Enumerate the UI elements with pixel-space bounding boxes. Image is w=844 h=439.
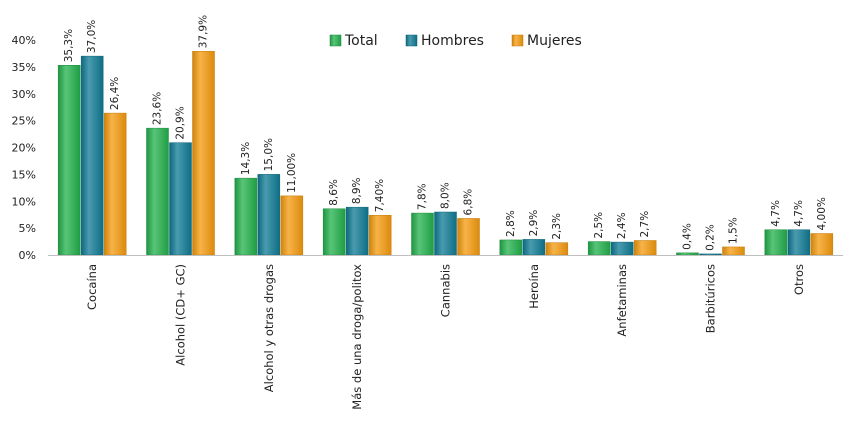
bar-hombres	[257, 174, 281, 256]
bar-hombres	[610, 241, 634, 256]
data-label: 8,0%	[440, 182, 452, 209]
data-label: 2,4%	[616, 212, 628, 239]
data-label: 4,00%	[816, 197, 828, 230]
bar-total	[764, 229, 788, 256]
data-label: 2,8%	[505, 210, 517, 237]
bar-total	[587, 241, 611, 256]
data-label: 7,8%	[417, 183, 429, 210]
bar-mujeres	[545, 242, 569, 256]
bar-hombres	[699, 253, 722, 256]
y-tick-label: 35%	[12, 61, 36, 74]
x-tick-label: Cocaína	[85, 264, 99, 310]
data-label: 2,9%	[528, 210, 540, 237]
bar-total	[57, 65, 81, 256]
x-tick-label: Más de una droga/politox	[350, 264, 364, 410]
data-label: 2,3%	[551, 213, 563, 240]
data-label: 4,7%	[770, 200, 782, 227]
bar-hombres	[80, 55, 104, 256]
bar-total	[676, 252, 699, 256]
legend-label-mujeres: Mujeres	[527, 33, 582, 49]
y-tick-label: 20%	[12, 142, 36, 155]
bar-total	[322, 208, 346, 256]
data-label: 0,4%	[682, 223, 694, 250]
x-axis: Cocaína Alcohol (CD+ GC) Alcohol y otras d…	[48, 255, 843, 410]
data-label: 6,8%	[463, 189, 475, 216]
bar-mujeres	[103, 112, 127, 256]
x-tick-label: Alcohol (CD+ GC)	[174, 264, 188, 366]
data-labels: 35,3% 37,0% 26,4% 23,6% 20,9% 37,9% 14,3% 15,0%…	[63, 15, 828, 251]
data-label: 11,00%	[286, 153, 298, 193]
data-label: 35,3%	[63, 29, 75, 62]
bar-hombres	[345, 206, 369, 256]
legend-label-total: Total	[344, 33, 378, 49]
data-label: 37,9%	[198, 15, 210, 48]
y-tick-label: 25%	[12, 115, 36, 128]
bar-total	[234, 177, 258, 256]
data-label: 15,0%	[263, 138, 275, 171]
y-tick-label: 40%	[12, 34, 36, 47]
x-tick-label: Alcohol y otras drogas	[262, 264, 276, 392]
bar-hombres	[169, 142, 192, 256]
data-label: 23,6%	[152, 92, 164, 125]
y-tick-label: 0%	[19, 249, 36, 262]
y-tick-label: 5%	[19, 222, 36, 235]
x-tick-label: Heroína	[527, 264, 541, 309]
bar-mujeres	[633, 240, 657, 256]
y-axis: 0% 5% 10% 15% 20% 25% 30% 35% 40%	[12, 34, 36, 262]
data-label: 20,9%	[175, 106, 187, 139]
legend-swatch-total	[329, 34, 342, 47]
bars	[57, 51, 834, 256]
legend-label-hombres: Hombres	[421, 33, 484, 49]
bar-total	[499, 239, 523, 256]
data-label: 4,7%	[793, 200, 805, 227]
data-label: 1,5%	[728, 217, 740, 244]
data-label: 8,9%	[351, 177, 363, 204]
bar-mujeres	[722, 246, 745, 256]
x-tick-label: Barbitúricos	[704, 264, 718, 333]
legend: Total Hombres Mujeres	[329, 33, 582, 49]
legend-swatch-hombres	[405, 34, 418, 47]
bar-hombres	[787, 229, 811, 256]
y-tick-label: 15%	[12, 168, 36, 181]
y-tick-label: 30%	[12, 88, 36, 101]
data-label: 7,40%	[374, 179, 386, 212]
bar-hombres	[434, 211, 457, 256]
x-tick-label: Cannabis	[439, 264, 453, 317]
bar-mujeres	[280, 195, 304, 256]
y-tick-label: 10%	[12, 195, 36, 208]
data-label: 0,2%	[705, 224, 717, 251]
legend-swatch-mujeres	[511, 34, 524, 47]
bar-total	[146, 127, 169, 256]
data-label: 14,3%	[240, 142, 252, 175]
bar-mujeres	[192, 51, 215, 256]
bar-mujeres	[368, 214, 392, 256]
data-label: 37,0%	[86, 20, 98, 53]
x-tick-label: Anfetaminas	[615, 264, 629, 337]
data-label: 26,4%	[109, 77, 121, 110]
bar-mujeres	[457, 218, 480, 256]
x-tick-label: Otros	[792, 264, 806, 295]
data-label: 8,6%	[328, 179, 340, 206]
bar-mujeres	[810, 233, 834, 256]
data-label: 2,7%	[639, 211, 651, 238]
data-label: 2,5%	[593, 212, 605, 239]
bar-total	[411, 212, 434, 256]
bar-hombres	[522, 239, 546, 256]
